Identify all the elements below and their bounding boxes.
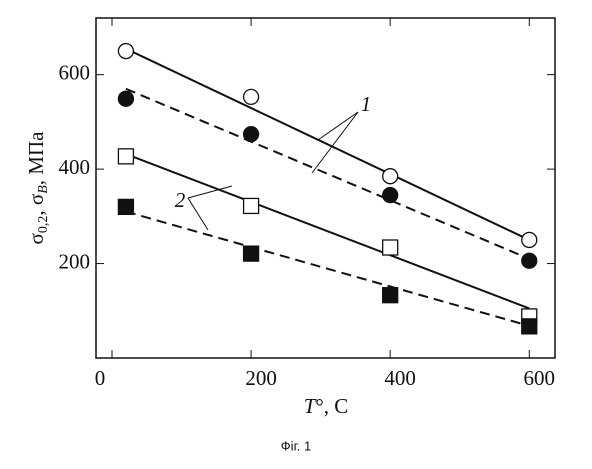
leader-line [311,111,359,174]
x-label-part: °, C [315,394,348,418]
point [382,287,399,304]
annotation: 1 [361,92,372,116]
fit-line [125,153,530,310]
y-label-part: σ [24,233,48,244]
leader-line [187,185,233,199]
x-axis-label: T°, C [304,394,349,418]
y-tick-label: 200 [59,249,91,273]
y-axis-label: σ0,2, σB, МПа [24,131,51,245]
x-label-part: T [304,394,317,418]
y-label-part: 0,2 [36,216,51,234]
y-label-part: B [36,185,51,194]
point [117,198,135,216]
point [242,126,260,143]
y-label-part: , σ [24,194,48,216]
point [242,197,260,215]
point [242,88,260,106]
x-tick-label: 0 [95,366,106,390]
point [521,252,538,269]
x-tick-label: 400 [384,366,416,390]
fit-line [125,210,530,327]
point [117,90,135,107]
point [521,318,538,335]
caption: Фіг. 1 [281,438,311,453]
x-tick-label: 200 [245,366,277,390]
point [382,186,399,204]
fit-line [125,47,530,241]
y-label-part: , МПа [24,131,48,185]
fit-line [125,87,530,260]
point [521,231,538,249]
point [117,148,135,165]
point [117,42,135,60]
plot-frame [95,17,556,359]
leader-line [187,197,209,231]
y-tick-label: 400 [59,155,91,179]
x-tick-label: 600 [524,366,556,390]
leader-lines [187,111,359,231]
leader-line [317,111,359,141]
y-tick-label: 600 [59,60,91,84]
point [382,168,399,185]
point [242,245,260,262]
annotation: 2 [175,188,186,212]
point [382,239,399,256]
